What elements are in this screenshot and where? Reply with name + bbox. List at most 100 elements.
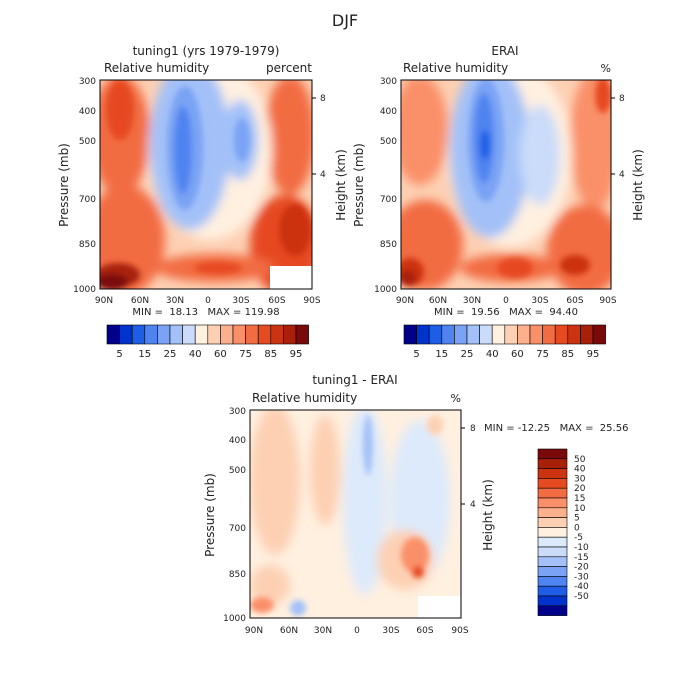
panel-diff-field (250, 410, 461, 618)
panel-obs-field (401, 80, 611, 289)
colorbar-swatch (194, 324, 209, 345)
colorbar-swatch (517, 324, 531, 345)
panel-diff: tuning1 - ERAI Relative humidity % (203, 373, 628, 636)
colorbar-swatch (106, 324, 120, 345)
panel-model-height-axis-title: Height (km) (334, 149, 348, 220)
panel-model-title: tuning1 (yrs 1979-1979) (133, 44, 280, 58)
panel-model: tuning1 (yrs 1979-1979) Relative humidit… (57, 44, 348, 360)
panel-obs-units: % (601, 62, 611, 75)
colorbar-label: 10 (574, 504, 586, 514)
x-tick-label: 60S (566, 296, 583, 306)
colorbar-swatch (537, 595, 568, 607)
y-tick-label: 1000 (73, 285, 96, 295)
colorbar-label: 75 (536, 349, 549, 360)
x-tick-label: 0 (354, 626, 360, 636)
x-tick-label: 60N (280, 626, 298, 636)
panel-model-variable: Relative humidity (104, 61, 209, 75)
panel-obs-colorbar: 5 15 25 40 60 75 85 95 (403, 324, 606, 360)
panel-model-field (100, 80, 312, 289)
colorbar-swatch (537, 546, 568, 558)
colorbar-swatch (119, 324, 133, 345)
colorbar-swatch (537, 478, 568, 489)
colorbar-label: -10 (574, 543, 589, 553)
colorbar-label: 5 (413, 349, 419, 360)
colorbar-swatch (257, 324, 272, 345)
colorbar-label: 85 (561, 349, 574, 360)
colorbar-swatch (537, 556, 568, 567)
y-tick-label: 850 (79, 240, 96, 250)
colorbar-label: -30 (574, 572, 589, 582)
panel-obs-x-ticks: 90N 60N 30N 0 30S 60S 90S (396, 296, 617, 306)
colorbar-label: 60 (511, 349, 524, 360)
y-tick-label: 1000 (223, 614, 246, 624)
colorbar-swatch (529, 324, 543, 345)
y-tick-label: 300 (229, 407, 246, 417)
colorbar-swatch (454, 324, 468, 345)
panel-model-stats: MIN = 18.13 MAX = 119.98 (132, 307, 279, 318)
colorbar-swatch (403, 324, 417, 345)
y-tick-label: 700 (79, 195, 96, 205)
panel-obs-y-ticks: 300 400 500 700 850 1000 (374, 77, 397, 295)
colorbar-swatch (245, 324, 259, 345)
colorbar-label: 5 (574, 514, 580, 524)
colorbar-label: 85 (264, 349, 277, 360)
colorbar-swatch (537, 605, 568, 616)
colorbar-label: -20 (574, 563, 589, 573)
colorbar-swatch (554, 324, 569, 345)
colorbar-swatch (144, 324, 158, 345)
colorbar-label: -50 (574, 592, 589, 602)
colorbar-swatch (592, 324, 606, 345)
panel-diff-height-axis-title: Height (km) (481, 479, 495, 550)
panel-diff-title: tuning1 - ERAI (312, 373, 397, 387)
colorbar-swatch (537, 448, 568, 460)
colorbar-label: 30 (574, 474, 586, 484)
y-tick-label: 500 (229, 466, 246, 476)
panel-diff-variable: Relative humidity (252, 391, 357, 405)
x-tick-label: 60S (268, 296, 285, 306)
y-tick-label: 500 (79, 137, 96, 147)
x-tick-label: 90N (245, 626, 263, 636)
x-tick-label: 30N (314, 626, 332, 636)
colorbar-swatch (232, 324, 246, 345)
x-tick-label: 90N (95, 296, 113, 306)
colorbar-swatch (270, 324, 284, 345)
panel-diff-stats: MIN = -12.25 MAX = 25.56 (484, 423, 628, 434)
y-tick-label: 700 (380, 195, 397, 205)
height-tick-label: 4 (619, 170, 625, 180)
panel-obs-height-axis-title: Height (km) (631, 149, 645, 220)
x-tick-label: 90S (303, 296, 320, 306)
colorbar-label: 95 (587, 349, 600, 360)
colorbar-label: -15 (574, 553, 589, 563)
colorbar-label: 40 (574, 465, 586, 475)
x-tick-label: 30N (463, 296, 481, 306)
y-tick-label: 400 (79, 107, 96, 117)
x-tick-label: 30S (382, 626, 399, 636)
colorbar-swatch (220, 324, 234, 345)
colorbar-swatch (491, 324, 506, 345)
y-tick-label: 700 (229, 524, 246, 534)
x-tick-label: 90S (451, 626, 468, 636)
colorbar-swatch (537, 468, 568, 479)
colorbar-swatch (182, 324, 196, 345)
panel-diff-y-axis-title: Pressure (mb) (203, 473, 217, 557)
x-tick-label: 60N (131, 296, 149, 306)
colorbar-swatch (537, 497, 568, 509)
colorbar-swatch (428, 324, 443, 345)
colorbar-swatch (169, 324, 183, 345)
y-tick-label: 400 (229, 436, 246, 446)
colorbar-swatch (207, 324, 221, 345)
height-tick-label: 8 (470, 424, 476, 434)
colorbar-swatch (537, 517, 568, 528)
height-tick-label: 8 (619, 94, 625, 104)
colorbar-label: 50 (574, 455, 586, 465)
colorbar-swatch (542, 324, 556, 345)
y-tick-label: 300 (380, 77, 397, 87)
panel-diff-y-ticks: 300 400 500 700 850 1000 (223, 407, 246, 624)
height-tick-label: 4 (470, 500, 476, 510)
colorbar-label: 25 (164, 349, 177, 360)
colorbar-label: 60 (214, 349, 227, 360)
x-tick-label: 60N (429, 296, 447, 306)
panel-obs-stats: MIN = 19.56 MAX = 94.40 (434, 307, 578, 318)
